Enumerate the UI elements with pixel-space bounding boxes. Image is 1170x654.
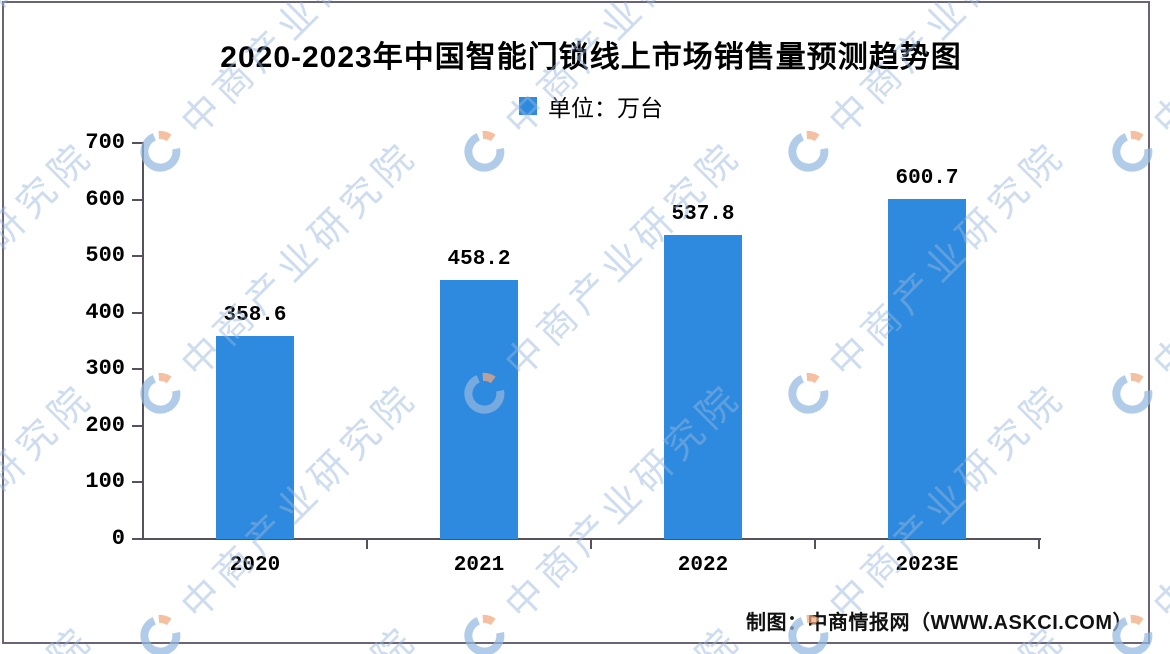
x-tick-label: 2022	[677, 554, 729, 577]
y-tick-label: 700	[85, 130, 125, 155]
source-credit: 制图：中商情报网（WWW.ASKCI.COM）	[745, 612, 1133, 634]
y-axis-tick	[132, 198, 143, 201]
y-tick-label: 300	[85, 356, 125, 382]
value-label: 600.7	[895, 167, 959, 191]
y-tick-label: 0	[111, 526, 125, 551]
value-label: 537.8	[671, 202, 735, 226]
y-tick-label: 100	[85, 469, 125, 495]
y-axis-line	[142, 142, 144, 540]
y-axis-tick	[132, 481, 143, 484]
bar-2021	[440, 279, 518, 539]
x-axis-tick	[590, 540, 592, 549]
y-tick-label: 500	[85, 243, 125, 269]
bar-2020	[216, 336, 294, 539]
x-axis-line	[142, 538, 1041, 540]
value-label: 358.6	[223, 304, 287, 328]
y-axis-tick	[132, 255, 143, 258]
x-axis-tick	[366, 540, 368, 549]
y-axis-tick	[132, 538, 143, 540]
bar-2022	[664, 234, 742, 539]
x-axis-tick	[1038, 540, 1040, 549]
y-tick-label: 600	[85, 186, 125, 212]
x-tick-label: 2020	[229, 554, 281, 577]
x-tick-label: 2023E	[895, 554, 959, 577]
y-tick-label: 400	[85, 299, 125, 325]
y-tick-label: 200	[85, 412, 125, 438]
bar-2023E	[888, 199, 966, 539]
y-axis-tick	[132, 368, 143, 371]
value-label: 458.2	[447, 247, 511, 271]
chart-title: 2020-2023年中国智能门锁线上市场销售量预测趋势图	[220, 41, 962, 74]
x-axis-tick	[814, 540, 816, 549]
y-axis-tick	[132, 424, 143, 427]
chart-legend: 单位：万台	[143, 89, 1039, 123]
legend-swatch	[519, 97, 537, 115]
y-axis-tick	[132, 311, 143, 314]
chart-border-frame	[2, 1, 1150, 644]
legend-label: 单位：万台	[548, 95, 663, 121]
x-tick-label: 2021	[453, 554, 505, 577]
y-axis-tick	[132, 142, 143, 144]
